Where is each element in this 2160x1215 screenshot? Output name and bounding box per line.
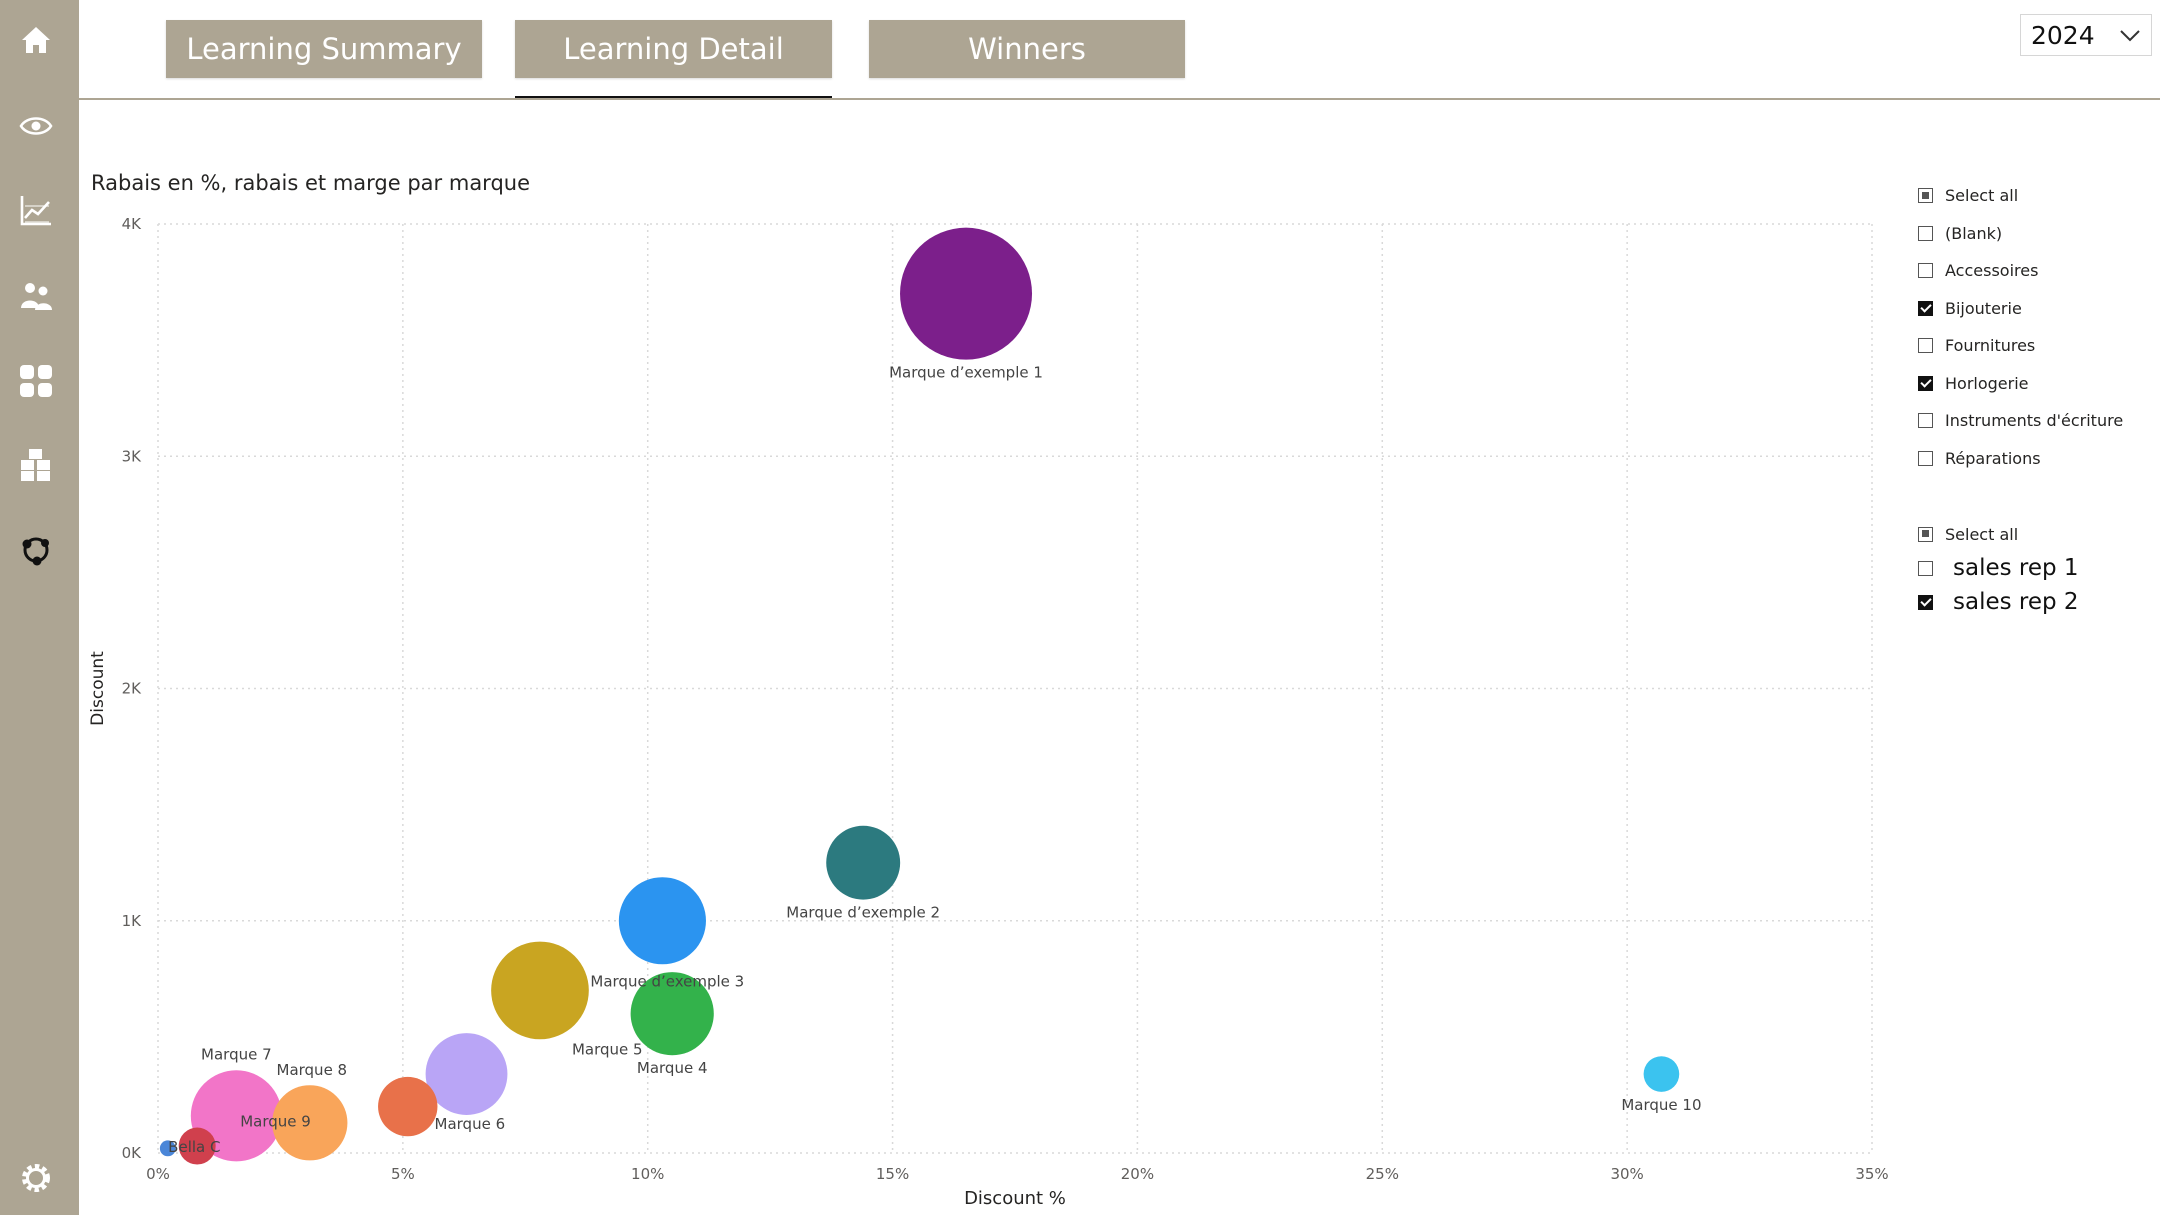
data-label: Marque d’exemple 1 <box>889 364 1043 382</box>
data-label: Marque d’exemple 3 <box>590 972 744 990</box>
tab-learning-summary[interactable]: Learning Summary <box>166 20 482 78</box>
x-tick-label: 10% <box>631 1165 664 1183</box>
data-label: Marque d’exemple 2 <box>786 904 940 922</box>
data-label: Marque 5 <box>572 1040 643 1058</box>
slicer-item[interactable]: Accessoires <box>1918 252 2123 290</box>
data-point <box>159 1140 176 1157</box>
checkbox[interactable] <box>1918 594 1933 610</box>
sidebar <box>0 0 79 1215</box>
home-icon[interactable] <box>18 22 54 58</box>
x-tick-label: 15% <box>876 1165 909 1183</box>
y-tick-label: 3K <box>122 447 143 465</box>
data-point <box>630 972 714 1056</box>
eye-icon[interactable] <box>18 108 54 144</box>
data-label: Bella C <box>168 1138 220 1156</box>
slicer-item[interactable]: Réparations <box>1918 440 2123 478</box>
slicer-item-label: (Blank) <box>1945 223 2003 243</box>
data-point <box>491 941 589 1040</box>
data-label: Marque 10 <box>1621 1096 1701 1114</box>
checkbox[interactable] <box>1918 188 1933 204</box>
data-point <box>618 877 706 965</box>
data-point <box>900 227 1033 360</box>
checkbox[interactable] <box>1918 413 1933 429</box>
grid-icon[interactable] <box>18 363 54 399</box>
slicer-item[interactable]: Select all <box>1918 177 2123 215</box>
checkbox[interactable] <box>1918 263 1933 279</box>
line-chart-icon[interactable] <box>18 192 54 228</box>
data-point <box>178 1127 216 1165</box>
year-dropdown[interactable]: 2024 <box>2020 14 2152 56</box>
data-point <box>826 825 901 900</box>
slicer-item[interactable]: sales rep 1 <box>1918 551 2079 585</box>
checkbox[interactable] <box>1918 338 1933 354</box>
sales-rep-slicer: Select all sales rep 1 sales rep 2 <box>1918 517 2079 619</box>
slicer-item[interactable]: (Blank) <box>1918 215 2123 253</box>
x-tick-label: 30% <box>1610 1165 1643 1183</box>
slicer-item[interactable]: Select all <box>1918 517 2079 551</box>
data-point <box>425 1033 508 1115</box>
slicer-item-label: Bijouterie <box>1945 298 2022 318</box>
slicer-item-label: Accessoires <box>1945 261 2039 281</box>
x-tick-label: 5% <box>391 1165 415 1183</box>
slicer-item-label: Fournitures <box>1945 336 2036 356</box>
slicer-item-label: sales rep 1 <box>1953 555 2079 581</box>
slicer-item[interactable]: Horlogerie <box>1918 365 2123 403</box>
x-tick-label: 25% <box>1366 1165 1399 1183</box>
category-slicer: Select all (Blank) Accessoires Bijouterie Fo… <box>1918 177 2123 477</box>
checkbox[interactable] <box>1918 300 1933 316</box>
checkbox[interactable] <box>1918 526 1933 542</box>
network-icon[interactable] <box>18 532 54 568</box>
data-point <box>272 1085 348 1161</box>
slicer-item-label: Réparations <box>1945 448 2041 468</box>
slicer-item-label: Instruments d'écriture <box>1945 411 2124 431</box>
y-tick-label: 4K <box>122 215 143 233</box>
y-tick-label: 0K <box>122 1144 143 1162</box>
data-label: Marque 6 <box>435 1115 506 1133</box>
year-dropdown-value: 2024 <box>2031 20 2095 50</box>
y-axis-title: Discount <box>88 651 108 726</box>
gear-icon[interactable] <box>18 1160 54 1196</box>
y-tick-label: 2K <box>122 680 143 698</box>
data-label: Marque 8 <box>277 1061 348 1079</box>
data-label: Marque 4 <box>637 1059 708 1077</box>
checkbox[interactable] <box>1918 225 1933 241</box>
data-label: Marque 7 <box>201 1045 272 1063</box>
chevron-down-icon <box>2120 30 2140 42</box>
boxes-icon[interactable] <box>18 447 54 483</box>
header-divider <box>79 98 2160 100</box>
slicer-item[interactable]: Instruments d'écriture <box>1918 402 2123 440</box>
checkbox[interactable] <box>1918 375 1933 391</box>
data-label: Marque 9 <box>240 1112 311 1130</box>
slicer-item-label: Horlogerie <box>1945 373 2029 393</box>
slicer-item[interactable]: sales rep 2 <box>1918 585 2079 619</box>
checkbox[interactable] <box>1918 560 1933 576</box>
x-axis-title: Discount % <box>964 1188 1066 1209</box>
x-tick-label: 20% <box>1121 1165 1154 1183</box>
people-icon[interactable] <box>18 278 54 314</box>
slicer-item-label: sales rep 2 <box>1953 589 2079 615</box>
data-point <box>1643 1056 1680 1092</box>
tab-learning-detail[interactable]: Learning Detail <box>515 20 832 78</box>
x-tick-label: 35% <box>1855 1165 1888 1183</box>
y-tick-label: 1K <box>122 912 143 930</box>
data-point <box>378 1076 438 1137</box>
slicer-item[interactable]: Bijouterie <box>1918 290 2123 328</box>
slicer-item-label: Select all <box>1945 524 2019 544</box>
checkbox[interactable] <box>1918 450 1933 466</box>
chart-title: Rabais en %, rabais et marge par marque <box>91 171 531 195</box>
scatter-chart: 0% 5% 10% 15% 20% 25% 30% 35% 0K 1K 2K 3K 4K Discount… <box>88 215 1889 1209</box>
slicer-item-label: Select all <box>1945 186 2019 206</box>
slicer-item[interactable]: Fournitures <box>1918 327 2123 365</box>
tab-winners[interactable]: Winners <box>869 20 1185 78</box>
x-tick-label: 0% <box>146 1165 170 1183</box>
